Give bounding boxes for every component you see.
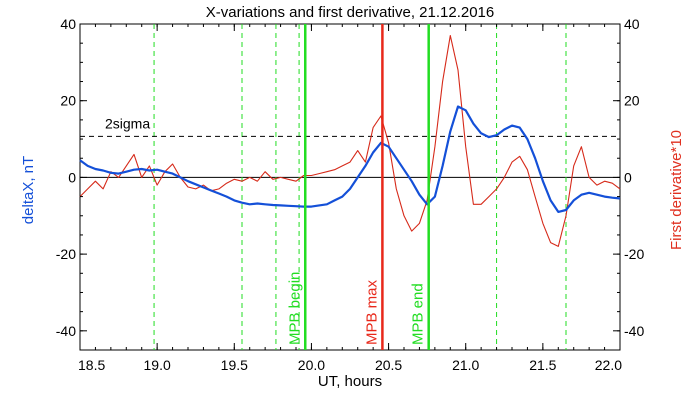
derivative-series-line [79, 34, 621, 247]
threshold-label: 2sigma [105, 115, 150, 131]
x-tick-label: 20.0 [298, 357, 325, 373]
x-tick-label: 21.0 [452, 357, 479, 373]
mpb-max-label: MPB max [363, 279, 380, 345]
left-y-tick-label: -40 [56, 323, 76, 339]
series-layer [79, 34, 621, 247]
left-y-tick-label: 20 [60, 93, 76, 109]
x-tick-label: 19.5 [221, 357, 248, 373]
x-tick-label: 22.0 [595, 357, 622, 373]
left-y-tick-label: 40 [60, 16, 76, 32]
right-y-tick-label: 0 [624, 169, 632, 185]
threshold-layer: 2sigma [80, 115, 620, 137]
left-y-tick-label: 0 [68, 169, 76, 185]
mpb-begin-label: MPB begin [286, 272, 303, 345]
deltax-series-line [79, 105, 621, 213]
chart-title: X-variations and first derivative, 21.12… [206, 4, 495, 21]
left-y-axis-label: deltaX, nT [20, 156, 37, 224]
x-tick-label: 20.5 [375, 357, 402, 373]
x-tick-label: 19.0 [144, 357, 171, 373]
x-axis-label: UT, hours [318, 373, 382, 390]
dashed-lines-layer [153, 24, 567, 350]
right-y-axis-label: First derivative*10 [668, 130, 685, 250]
right-y-tick-label: 20 [624, 93, 640, 109]
x-tick-label: 18.5 [78, 357, 105, 373]
mpb-end-label: MPB end [410, 283, 427, 345]
plot-frame [79, 23, 621, 351]
ticks-layer: 18.5 19.0 19.5 20.0 20.5 21.0 21.5 22.0 -40 -40 -2… [56, 16, 645, 373]
right-y-tick-label: -40 [624, 323, 644, 339]
right-y-tick-label: 40 [624, 16, 640, 32]
marker-lines-layer: MPB begin MPB max MPB end [286, 24, 430, 350]
left-y-tick-label: -20 [56, 246, 76, 262]
x-tick-label: 21.5 [529, 357, 556, 373]
right-y-tick-label: -20 [624, 246, 644, 262]
